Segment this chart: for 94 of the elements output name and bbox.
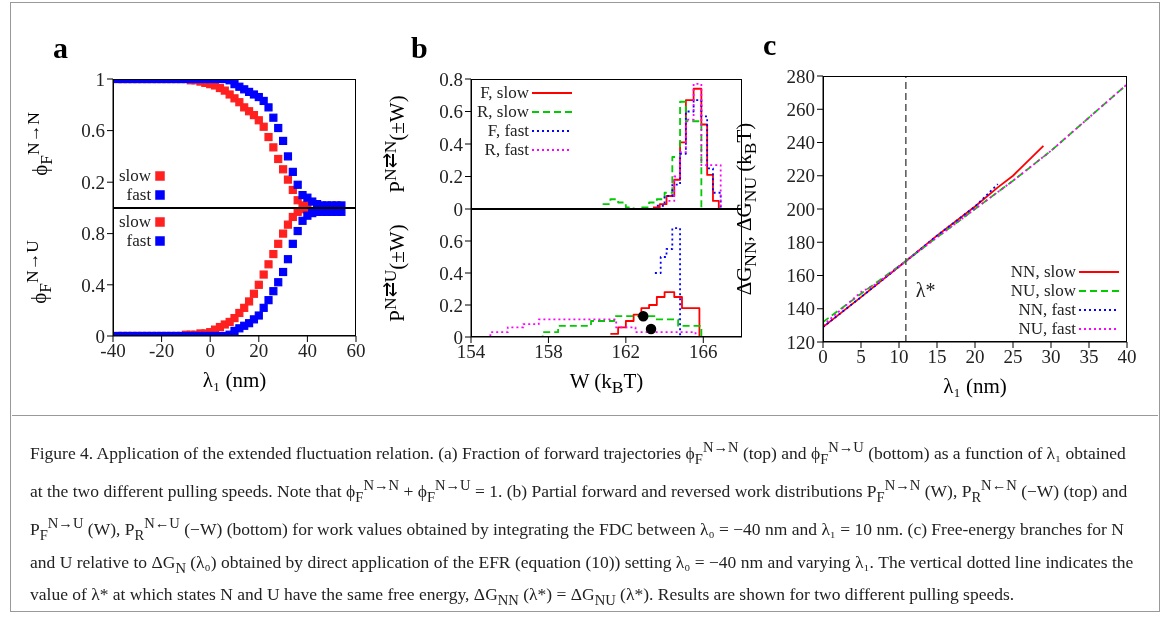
x-axis-title: λ₁ (nm): [202, 368, 267, 392]
x-tick-label: 25: [1003, 346, 1023, 368]
y-tick-label: 0.4: [439, 133, 464, 155]
x-tick-label: 5: [856, 346, 866, 368]
legend-label: NU, fast: [1018, 319, 1076, 338]
point: [269, 287, 278, 296]
y-tick-label: 0.6: [439, 230, 463, 252]
point: [288, 167, 297, 176]
point: [293, 180, 302, 189]
point: [274, 154, 283, 164]
legend-label: fast: [126, 185, 152, 204]
x-tick-label: 20: [965, 346, 985, 368]
point: [269, 143, 278, 152]
point: [279, 165, 288, 174]
y-tick-label: 0.8: [439, 68, 463, 90]
x-tick-label: 0: [205, 340, 215, 362]
point: [283, 220, 293, 229]
chart-title: a: [53, 31, 68, 65]
y-tick-label: 0: [95, 325, 105, 347]
point: [264, 296, 273, 305]
point: [274, 123, 283, 133]
legend-label: NN, slow: [1010, 262, 1076, 281]
point: [288, 239, 297, 248]
y-tick-label: 0: [453, 198, 463, 220]
x-tick-label: 10: [889, 346, 909, 368]
y-tick-label: 0.2: [439, 166, 463, 188]
y-tick-label: 160: [786, 265, 815, 287]
line-series: [823, 183, 999, 328]
chart-title: c: [763, 28, 777, 62]
x-axis-title: λ₁ (nm): [943, 374, 1007, 398]
x-tick-label: 166: [689, 341, 718, 363]
y-tick-label: 0.6: [81, 120, 105, 142]
y-tick-label: 0.4: [81, 274, 106, 296]
point: [254, 280, 263, 289]
point: [254, 116, 263, 125]
y-tick-label: 220: [786, 165, 815, 187]
legend-label: NU, slow: [1010, 281, 1076, 300]
point: [269, 249, 278, 259]
point: [264, 103, 273, 112]
text: Figure 4. Application of the extended fluctuation relation. (a) Fraction of forward trajectories ϕ$_{F}$$^{N→N}$ (top) and ϕ$_{F}$$^{N→U}$ (bottom) as a function of λ₁ obtained at the two different pulling speeds. Note that ϕ$_{F}$$^{N→N}$ + ϕ$_{F}$$^{N→U}$ = 1. (b) Partial forward and reversed work distributions P$_{F}$$^{N→N}$ (W), P$_{R}$$^{N←N}$ (−W) (top) and P$_{F}$$^{N→U}$ (W), P$_{R}$$^{N←U}$ (−W) (bottom) for work values obtained by integrating the FDC between λ₀ = −40 nm and λ₁ = 10 nm. (c) Free-energy branches for N and U relative to ΔG$_{N}$ (λ₀) obtained by direct application of the EFR (equation (10)) setting λ₀ = −40 nm and varying λ₁. The vertical dotted line indicates the value of λ* at which states N and U have the same free energy, ΔG$_{NN}$ (λ*) = ΔG$_{NU}$ (λ*). Results are shown for two different pulling speeds.: [30, 439, 1134, 608]
y-tick-label: 200: [786, 198, 815, 220]
legend-label: R, fast: [484, 140, 529, 159]
y-tick-label: 120: [786, 331, 815, 353]
point: [259, 122, 268, 131]
y-tick-label: 0.6: [439, 101, 463, 123]
x-tick-label: 35: [1079, 346, 1099, 368]
point: [244, 297, 254, 306]
point: [283, 255, 293, 264]
y-tick-label: 0.4: [439, 262, 464, 284]
x-tick-label: 158: [534, 341, 563, 363]
point: [279, 136, 288, 146]
point: [274, 239, 283, 248]
point: [259, 270, 268, 279]
legend-label: fast: [126, 231, 152, 250]
x-tick-label: 20: [249, 340, 269, 362]
point: [279, 267, 288, 277]
point: [337, 208, 346, 216]
point: [269, 113, 278, 122]
y-tick-label: 0.2: [81, 171, 105, 193]
legend-label: slow: [119, 166, 152, 185]
x-tick-label: 40: [297, 340, 317, 362]
x-axis-title: W (k$_{B}$T): [569, 369, 644, 398]
chart-title: b: [411, 31, 428, 65]
y-tick-label: 280: [786, 65, 815, 87]
ref-line-label: λ*: [915, 279, 936, 301]
y-tick-label: 0.2: [439, 294, 463, 316]
point: [279, 229, 288, 238]
x-tick-label: 30: [1041, 346, 1061, 368]
point: [283, 152, 293, 161]
legend-label: R, slow: [477, 102, 529, 121]
point: [264, 260, 273, 269]
x-tick-label: 40: [1117, 346, 1137, 368]
y-tick-label: 180: [786, 231, 815, 253]
point: [283, 175, 293, 184]
y-tick-label: 240: [786, 132, 815, 154]
point: [337, 201, 346, 208]
point: [274, 278, 283, 287]
point: [259, 303, 268, 312]
point: [264, 132, 273, 142]
x-tick-label: 15: [927, 346, 947, 368]
y-tick-label: 140: [786, 298, 815, 320]
legend-label: slow: [119, 212, 152, 231]
legend-label: NN, fast: [1018, 300, 1076, 319]
point: [254, 311, 263, 320]
x-tick-label: 60: [346, 340, 366, 362]
point: [293, 226, 302, 236]
x-tick-label: -20: [148, 340, 175, 362]
legend-label: F, slow: [480, 83, 529, 102]
y-tick-label: 0.8: [81, 223, 105, 245]
y-tick-label: 260: [786, 98, 815, 120]
point: [249, 289, 259, 298]
x-tick-label: 162: [611, 341, 641, 363]
legend-label: F, fast: [487, 121, 529, 140]
y-tick-label: 1: [95, 68, 105, 90]
